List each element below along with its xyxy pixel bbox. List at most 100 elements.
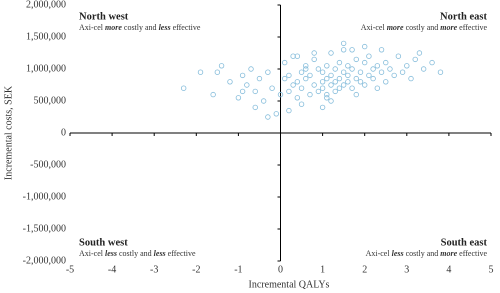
quadrant-text: Axi-cel more costly and less effective	[79, 23, 201, 32]
point	[315, 66, 322, 72]
x-tick-label: 4	[446, 264, 451, 275]
point	[404, 63, 410, 69]
point	[408, 75, 414, 82]
point	[353, 75, 359, 82]
point	[374, 63, 381, 69]
quadrant-text-part: effective	[457, 249, 487, 258]
point	[265, 69, 271, 75]
point	[307, 91, 313, 98]
point	[294, 53, 301, 59]
point	[214, 69, 221, 75]
y-tick-label: 2,000,000	[26, 0, 66, 10]
point	[319, 79, 326, 85]
point	[210, 91, 216, 98]
point	[298, 101, 305, 107]
quadrant-text-part: costly and	[122, 23, 159, 32]
point	[391, 72, 397, 79]
point	[244, 82, 250, 88]
point	[324, 95, 330, 101]
point	[336, 59, 343, 66]
point	[197, 69, 204, 75]
point	[399, 69, 406, 75]
y-tick-label: -500,000	[30, 159, 66, 170]
point	[286, 107, 292, 114]
point	[345, 72, 351, 79]
point	[328, 72, 334, 79]
quadrant-text: Axi-cel more costly and more effective	[361, 23, 488, 32]
point	[378, 47, 385, 53]
y-tick-label: 1,500,000	[26, 31, 66, 42]
point	[256, 75, 263, 82]
point	[349, 85, 355, 91]
y-tick-label: 1,000,000	[26, 63, 66, 74]
point	[324, 91, 330, 98]
x-tick-label: -5	[66, 264, 74, 275]
point	[294, 79, 301, 85]
quadrant-title: South west	[79, 237, 128, 248]
point	[324, 63, 330, 69]
point	[340, 47, 347, 53]
point	[239, 72, 246, 79]
point	[366, 53, 372, 59]
quadrant-text-part: less	[392, 249, 404, 258]
point	[282, 75, 288, 82]
x-tick-label: -2	[192, 264, 200, 275]
x-tick-label: 5	[489, 264, 494, 275]
quadrant-text-part: costly and	[404, 249, 441, 258]
point	[319, 104, 326, 111]
y-axis-title: Incremental costs, SEK	[3, 85, 14, 180]
point	[353, 56, 359, 63]
quadrant-text-part: costly and	[404, 23, 441, 32]
point	[239, 88, 246, 95]
x-tick-label: -3	[150, 264, 158, 275]
x-tick-label: 1	[320, 264, 325, 275]
point	[383, 79, 389, 85]
point	[349, 66, 355, 72]
point	[340, 82, 347, 88]
y-tick-label: -1,000,000	[23, 191, 66, 202]
point	[437, 69, 444, 75]
point	[311, 56, 317, 63]
point	[311, 50, 317, 56]
point	[286, 72, 292, 79]
point	[324, 75, 330, 82]
point	[307, 72, 313, 79]
point	[328, 82, 334, 88]
point	[362, 43, 368, 50]
point	[429, 59, 435, 66]
quadrant-text: Axi-cel less costly and less effective	[79, 249, 196, 258]
y-tick-label: -2,000,000	[23, 255, 66, 266]
point	[269, 85, 275, 91]
point	[248, 66, 254, 72]
quadrant-text-part: Axi-cel	[366, 249, 392, 258]
quadrant-text-part: effective	[166, 249, 196, 258]
point	[340, 69, 347, 75]
x-tick-label: -1	[234, 264, 242, 275]
point	[303, 63, 309, 69]
quadrant-text: Axi-cel less costly and more effective	[366, 249, 488, 258]
point	[420, 66, 427, 72]
x-tick-label: 0	[278, 264, 283, 275]
point	[235, 95, 242, 101]
point	[374, 85, 381, 91]
point	[349, 47, 355, 53]
point	[180, 85, 187, 91]
quadrant-text-part: effective	[457, 23, 487, 32]
point	[273, 111, 279, 117]
quadrant-text-part: more	[387, 23, 404, 32]
point	[357, 69, 364, 75]
point	[340, 40, 347, 47]
point	[315, 88, 322, 95]
point	[412, 56, 418, 63]
point	[319, 85, 326, 91]
point	[370, 75, 376, 82]
quadrant-text-part: more	[105, 23, 122, 32]
point	[332, 79, 338, 85]
point	[366, 72, 372, 79]
point	[311, 82, 317, 88]
point	[336, 85, 343, 91]
quadrant-text-part: less	[154, 249, 166, 258]
point	[332, 88, 338, 95]
quadrant-text-part: more	[440, 249, 457, 258]
